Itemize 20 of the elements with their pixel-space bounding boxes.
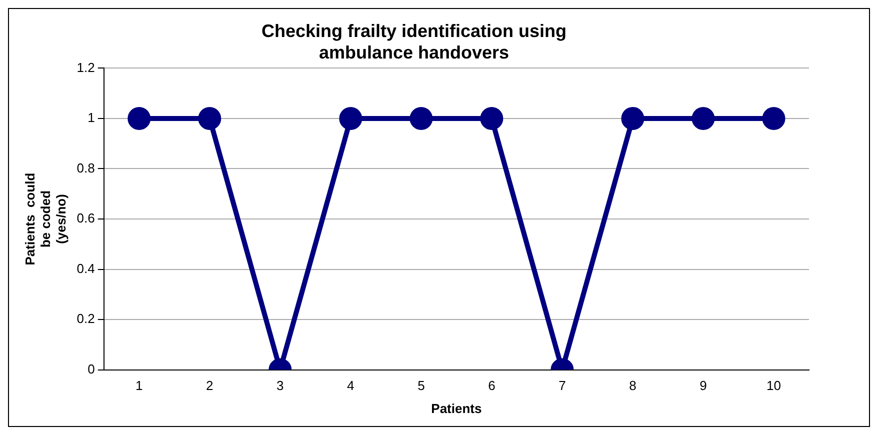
x-tick-label: 10	[766, 378, 781, 394]
y-tick-label: 0.8	[76, 160, 95, 176]
chart-title: Checking frailty identification using ambulance handovers	[261, 20, 567, 62]
x-tick-label: 8	[629, 378, 636, 394]
x-tick-label: 7	[558, 378, 566, 394]
y-tick-label: 1.2	[76, 60, 95, 75]
y-tick-label: 0.2	[76, 311, 95, 326]
y-tick-label: 0.4	[76, 260, 95, 276]
x-tick-label: 5	[418, 378, 425, 394]
x-tick-label: 9	[700, 378, 707, 394]
x-tick-label: 3	[276, 378, 284, 394]
x-tick-label: 2	[206, 378, 214, 394]
x-axis-title: Patients	[431, 400, 482, 416]
y-axis-title: Patients could be coded (yes/no)	[22, 172, 69, 266]
y-tick-label: 0	[88, 361, 95, 376]
x-tick-label: 6	[488, 378, 496, 394]
x-tick-label: 4	[347, 378, 354, 394]
x-tick-label: 1	[136, 378, 143, 394]
y-tick-label: 0.6	[76, 210, 95, 226]
y-tick-label: 1	[88, 110, 95, 126]
